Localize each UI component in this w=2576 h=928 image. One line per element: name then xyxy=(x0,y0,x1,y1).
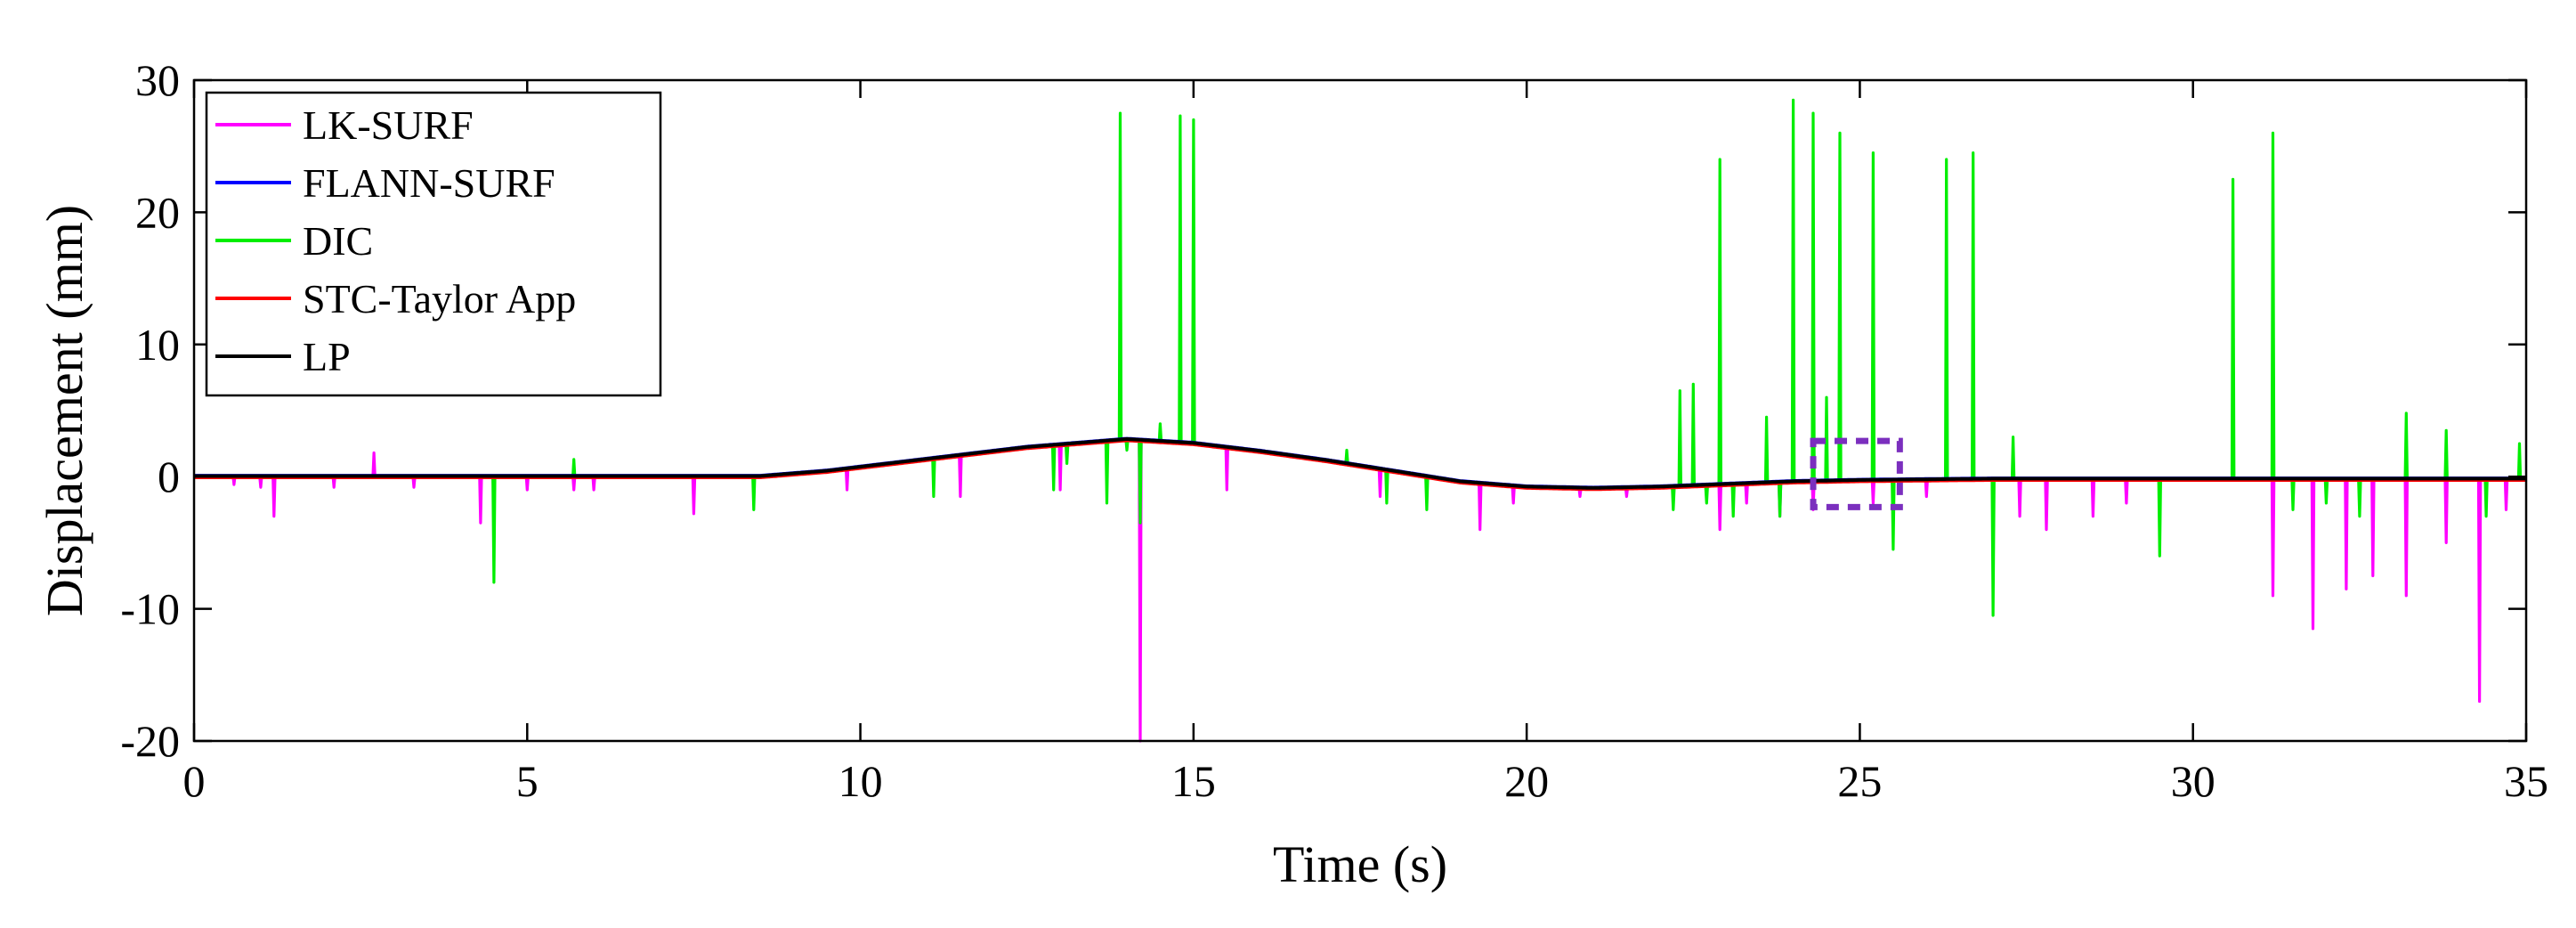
y-axis-label: Displacement (mm) xyxy=(36,205,93,616)
highlight-box xyxy=(1810,437,1903,510)
series-layer xyxy=(193,98,2527,743)
legend-label-flann-surf: FLANN-SURF xyxy=(303,160,555,206)
legend-label-lk-surf: LK-SURF xyxy=(303,102,474,148)
legend-label-lp: LP xyxy=(303,334,351,379)
axes-layer: 0 5 10 15 20 25 30 35 -20 -10 0 10 20 30 Time (s) Displ… xyxy=(36,55,2548,893)
y-tick-label: 20 xyxy=(135,187,180,237)
legend-label-dic: DIC xyxy=(303,218,373,264)
x-tick-label: 0 xyxy=(183,756,206,806)
y-tick-label: -10 xyxy=(120,584,180,634)
x-tick-label: 30 xyxy=(2171,756,2216,806)
y-tick-label: 0 xyxy=(158,452,180,501)
x-axis-label: Time (s) xyxy=(1273,835,1447,893)
y-tick-label: 30 xyxy=(135,55,180,105)
legend: LK-SURF FLANN-SURF DIC STC-Taylor App LP xyxy=(205,91,662,397)
plot-frame xyxy=(192,78,2528,743)
x-tick-label: 20 xyxy=(1504,756,1549,806)
y-tick-label: -20 xyxy=(120,716,180,766)
x-tick-label: 35 xyxy=(2504,756,2548,806)
x-tick-label: 5 xyxy=(516,756,539,806)
series-line-lp xyxy=(193,436,2527,490)
x-tick-label: 15 xyxy=(1171,756,1216,806)
y-tick-label: 10 xyxy=(135,320,180,370)
x-tick-label: 25 xyxy=(1837,756,1882,806)
x-tick-label: 10 xyxy=(838,756,883,806)
legend-box xyxy=(205,91,662,397)
legend-label-stc-taylor-app: STC-Taylor App xyxy=(303,276,576,322)
annotation-layer xyxy=(1810,437,1903,510)
